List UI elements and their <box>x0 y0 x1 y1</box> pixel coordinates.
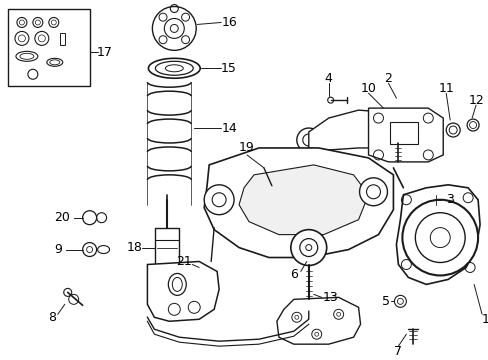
Circle shape <box>359 178 386 206</box>
Text: 7: 7 <box>394 345 402 357</box>
Text: 11: 11 <box>437 82 453 95</box>
Text: 10: 10 <box>360 82 376 95</box>
Polygon shape <box>368 108 442 162</box>
Text: 6: 6 <box>289 268 297 281</box>
Text: 14: 14 <box>221 122 237 135</box>
Text: 2: 2 <box>384 72 391 85</box>
Bar <box>60 33 64 45</box>
Text: 16: 16 <box>221 16 237 29</box>
Text: 1: 1 <box>481 313 488 326</box>
Text: 19: 19 <box>239 141 254 154</box>
Bar <box>8 9 89 86</box>
Text: 18: 18 <box>126 241 142 254</box>
Polygon shape <box>239 165 368 235</box>
Text: 20: 20 <box>54 211 70 224</box>
Text: 8: 8 <box>48 311 56 324</box>
Text: 9: 9 <box>54 243 61 256</box>
Text: 21: 21 <box>176 255 192 268</box>
Text: 17: 17 <box>97 46 112 59</box>
Text: 12: 12 <box>468 94 483 107</box>
Polygon shape <box>308 110 406 150</box>
Polygon shape <box>276 297 360 344</box>
Polygon shape <box>147 261 219 321</box>
Circle shape <box>152 6 196 50</box>
Polygon shape <box>396 185 479 284</box>
Circle shape <box>402 200 477 275</box>
Text: 4: 4 <box>324 72 332 85</box>
Circle shape <box>290 230 326 265</box>
Bar <box>389 122 417 144</box>
Circle shape <box>204 185 234 215</box>
Text: 15: 15 <box>221 62 237 75</box>
Circle shape <box>296 128 320 152</box>
Text: 13: 13 <box>322 291 338 304</box>
Bar <box>155 228 179 283</box>
Polygon shape <box>204 148 393 257</box>
Text: 3: 3 <box>446 193 453 206</box>
Text: 5: 5 <box>382 295 389 308</box>
